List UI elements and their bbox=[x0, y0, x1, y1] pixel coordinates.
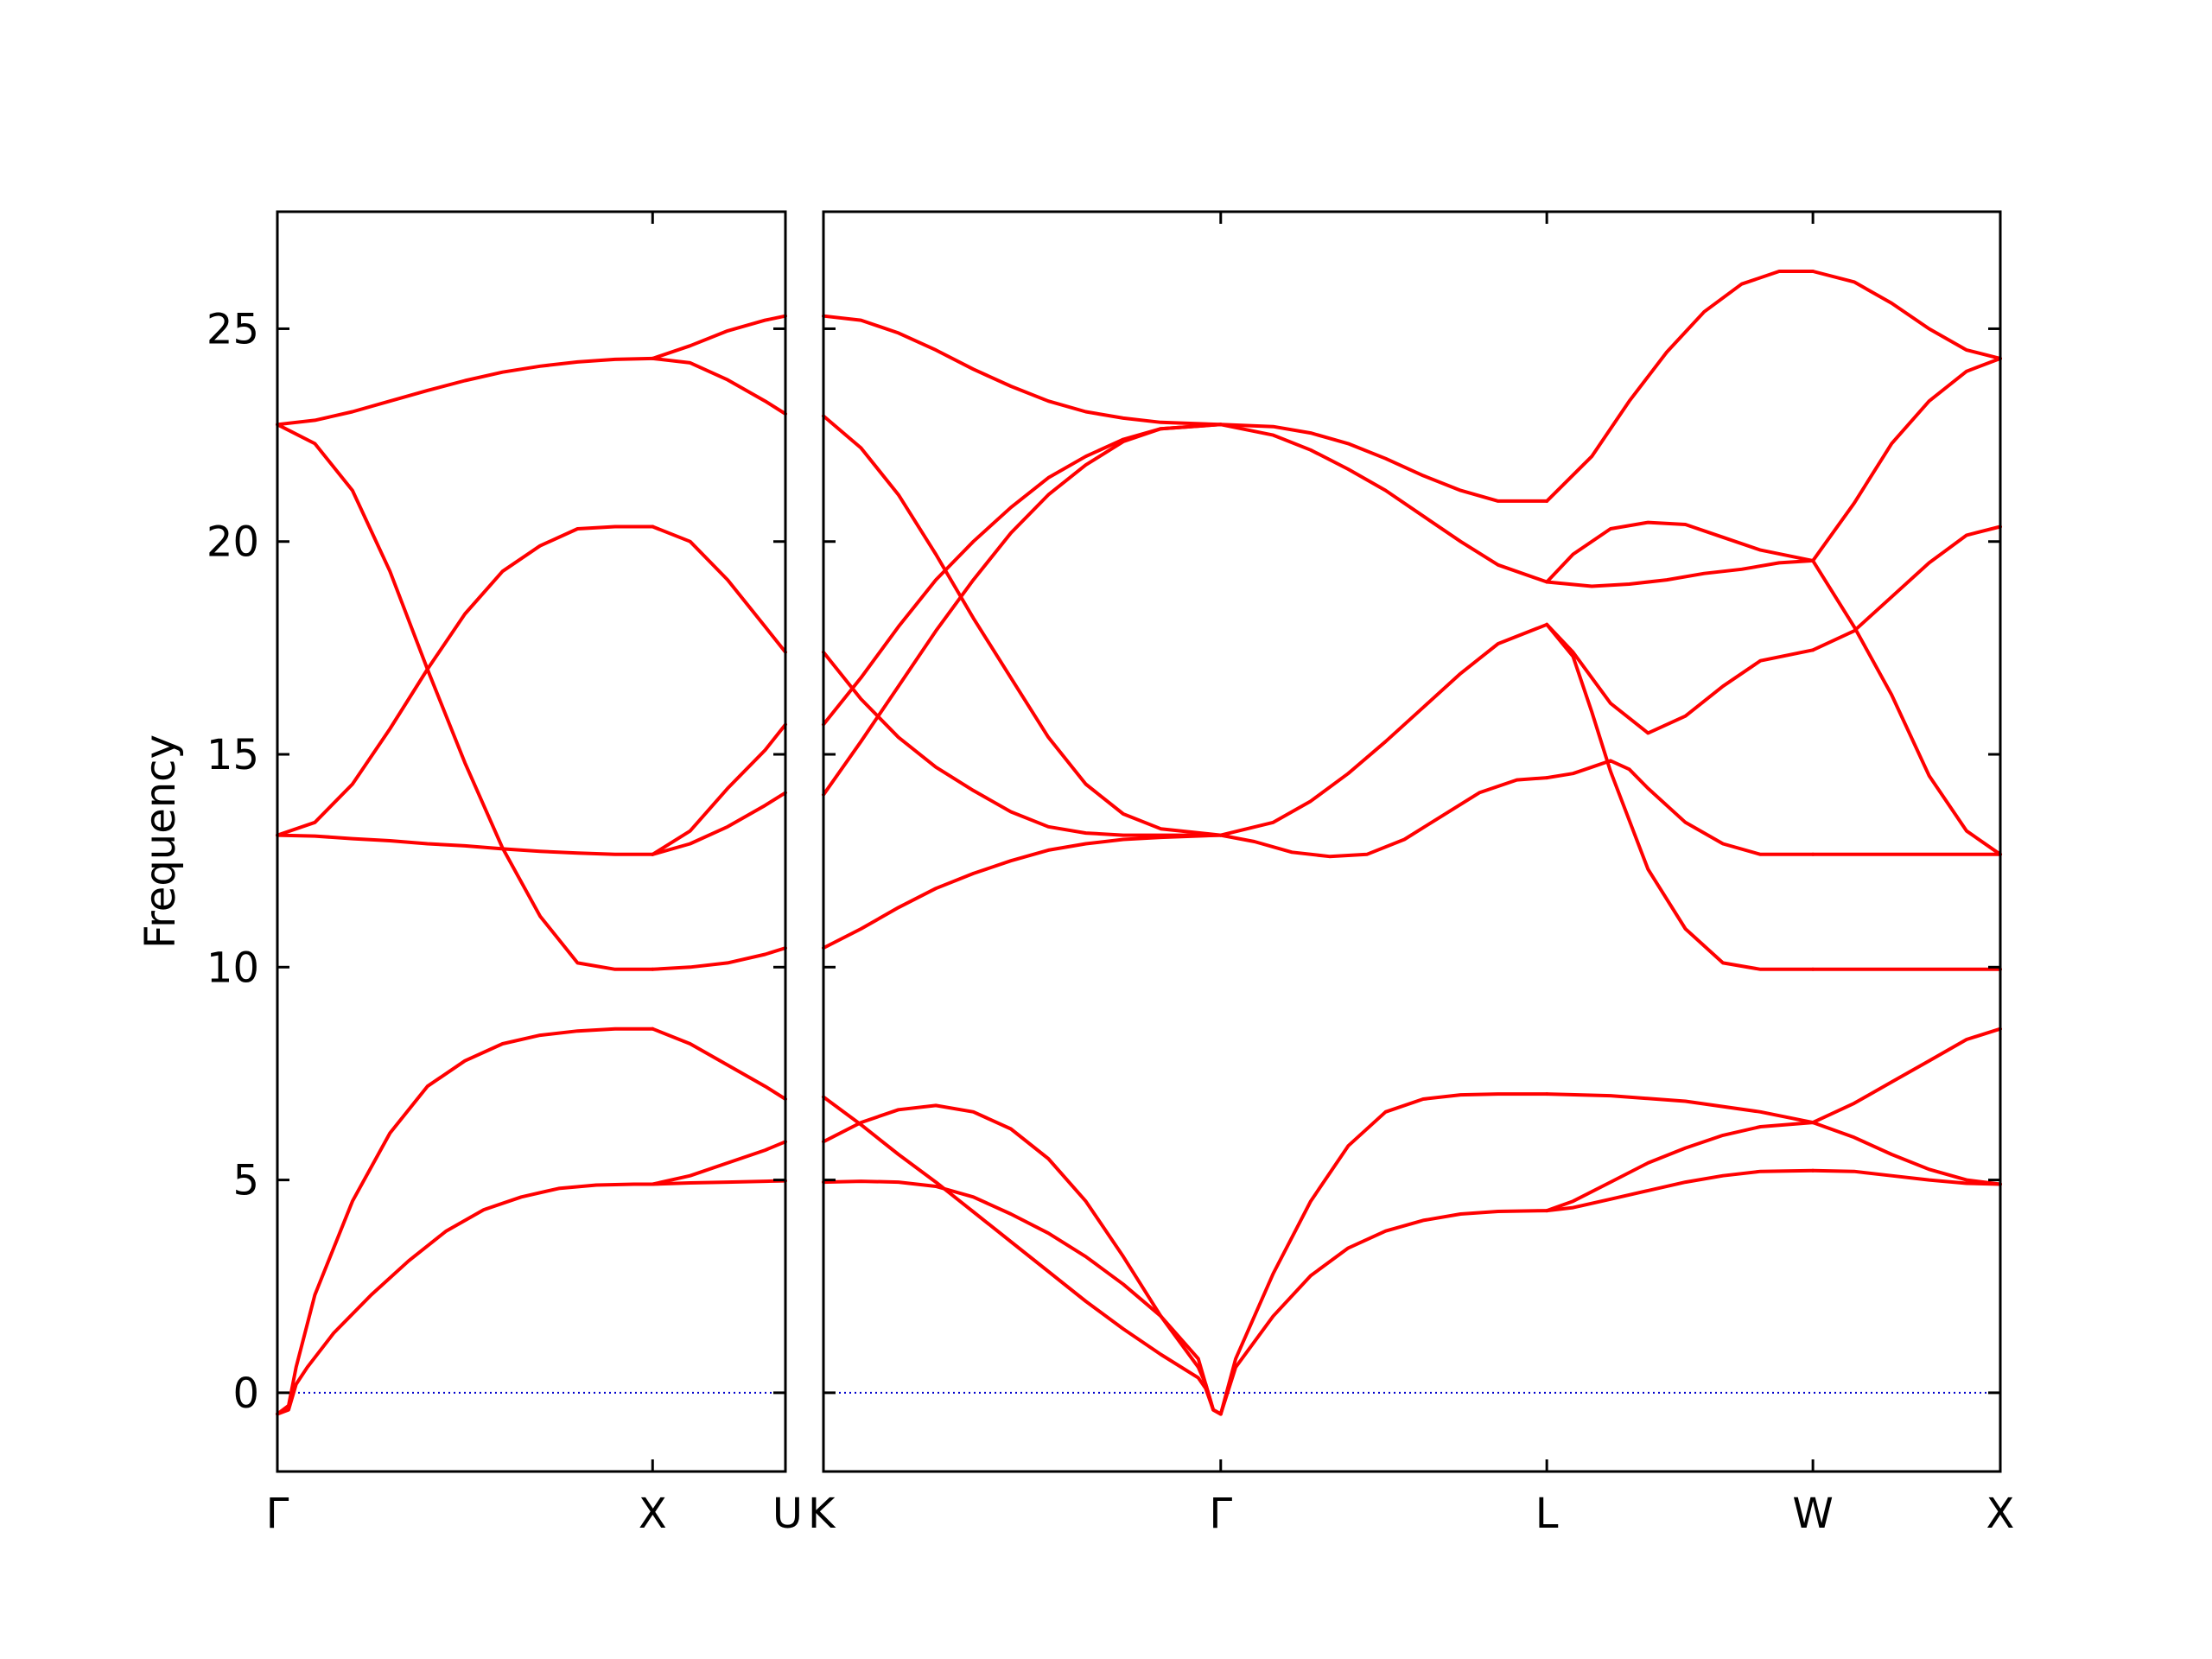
band-line-0-0 bbox=[276, 1182, 655, 1416]
y-tick-label: 0 bbox=[232, 1370, 259, 1418]
band-line-1-32 bbox=[822, 314, 1223, 427]
band-line-0-7 bbox=[651, 722, 787, 856]
band-line-1-22 bbox=[822, 423, 1223, 797]
plot-frame bbox=[276, 210, 787, 1473]
band-line-0-9 bbox=[651, 946, 787, 971]
band-line-0-3 bbox=[651, 1140, 787, 1186]
band-line-1-10 bbox=[1811, 1027, 2002, 1125]
band-line-0-6 bbox=[651, 791, 787, 856]
band-line-1-20 bbox=[1811, 524, 2002, 652]
band-line-1-11 bbox=[822, 833, 1223, 950]
y-tick-label: 15 bbox=[207, 731, 259, 779]
band-line-1-29 bbox=[1545, 520, 1815, 584]
band-line-1-3 bbox=[1218, 1209, 1549, 1416]
band-line-0-11 bbox=[651, 524, 787, 654]
x-tick-label: Γ bbox=[1209, 1490, 1232, 1538]
band-line-0-5 bbox=[276, 833, 655, 856]
band-line-1-16 bbox=[1218, 622, 1549, 837]
band-line-1-17 bbox=[1545, 622, 1815, 971]
band-line-1-24 bbox=[1218, 423, 1549, 584]
band-line-0-8 bbox=[276, 423, 655, 971]
band-line-1-8 bbox=[1811, 1121, 2002, 1186]
band-line-1-2 bbox=[822, 1103, 1223, 1416]
band-line-1-26 bbox=[1545, 270, 1815, 503]
band-line-1-27 bbox=[1811, 270, 2002, 360]
band-line-0-1 bbox=[651, 1179, 787, 1186]
band-line-1-5 bbox=[1545, 1168, 1815, 1213]
band-line-1-12 bbox=[822, 650, 1223, 837]
x-tick-label: K bbox=[808, 1490, 836, 1538]
band-line-1-25 bbox=[1218, 423, 1549, 503]
band-line-1-19 bbox=[1545, 622, 1815, 735]
band-line-0-12 bbox=[276, 356, 655, 427]
band-line-1-31 bbox=[1811, 558, 2002, 856]
y-axis-label: Frequency bbox=[137, 734, 185, 949]
y-tick-label: 25 bbox=[207, 305, 259, 353]
band-line-0-10 bbox=[276, 524, 655, 837]
x-tick-label: X bbox=[639, 1490, 667, 1538]
x-tick-label: L bbox=[1535, 1490, 1559, 1538]
band-line-1-30 bbox=[1811, 356, 2002, 563]
band-line-1-13 bbox=[1218, 776, 1549, 859]
band-line-0-2 bbox=[276, 1027, 655, 1416]
band-line-1-1 bbox=[822, 1095, 1223, 1416]
band-line-1-23 bbox=[822, 423, 1223, 727]
band-line-0-13 bbox=[651, 356, 787, 416]
y-tick-label: 5 bbox=[232, 1157, 259, 1205]
band-line-1-4 bbox=[1218, 1092, 1549, 1416]
band-line-1-6 bbox=[1545, 1121, 1815, 1213]
band-line-1-9 bbox=[1811, 1168, 2002, 1186]
band-line-1-21 bbox=[822, 414, 1223, 837]
band-line-0-14 bbox=[651, 314, 787, 360]
x-tick-label: X bbox=[1986, 1490, 2015, 1538]
band-line-0-4 bbox=[651, 1027, 787, 1101]
x-tick-label: U bbox=[772, 1490, 803, 1538]
band-line-1-14 bbox=[1545, 759, 1815, 856]
y-tick-label: 20 bbox=[207, 518, 259, 567]
x-tick-label: Γ bbox=[266, 1490, 289, 1538]
band-line-1-0 bbox=[822, 1179, 1223, 1416]
plot-frame bbox=[822, 210, 2002, 1473]
band-line-1-28 bbox=[1545, 558, 1815, 588]
y-axis-ticks: 0 5 10 15 20 25 bbox=[207, 305, 259, 1417]
y-tick-label: 10 bbox=[207, 944, 259, 992]
band-line-1-7 bbox=[1545, 1092, 1815, 1125]
x-tick-label: W bbox=[1792, 1490, 1833, 1538]
